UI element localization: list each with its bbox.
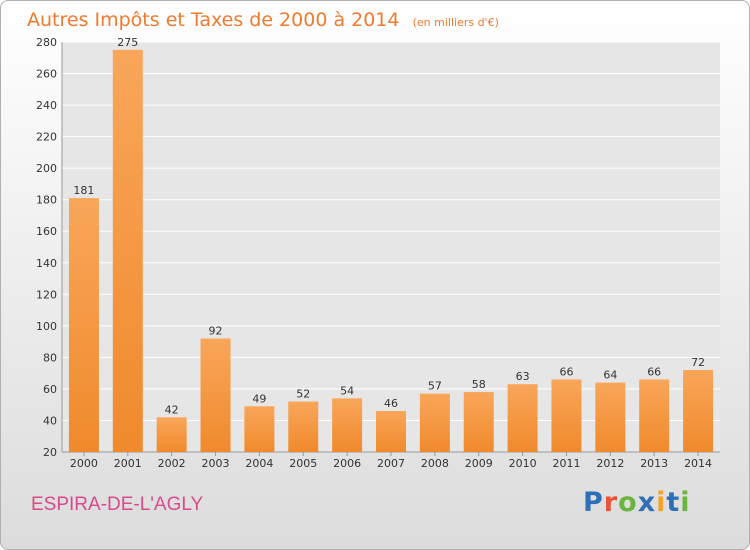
bar-value-label: 54 (340, 384, 354, 397)
x-tick-label: 2014 (684, 457, 712, 470)
bar-2011 (551, 379, 582, 452)
bar-2000 (68, 198, 99, 452)
x-tick-label: 2007 (377, 457, 405, 470)
bar-2014 (683, 370, 714, 452)
bar-value-label: 49 (252, 392, 266, 405)
logo-letter-5: t (666, 487, 681, 518)
y-tick-label: 280 (36, 36, 57, 49)
bar-value-label: 57 (428, 380, 442, 393)
bar-2013 (639, 379, 670, 452)
x-tick-label: 2004 (245, 457, 273, 470)
bar-2004 (244, 406, 275, 452)
y-tick-label: 40 (43, 414, 57, 427)
x-tick-label: 2005 (289, 457, 317, 470)
bar-value-label: 46 (384, 397, 398, 410)
y-tick-label: 100 (36, 320, 57, 333)
bar-value-label: 64 (603, 369, 617, 382)
x-tick-label: 2012 (596, 457, 624, 470)
bar-2008 (419, 393, 450, 452)
bar-2009 (463, 392, 494, 452)
y-tick-label: 260 (36, 68, 57, 81)
logo-letter-4: i (656, 487, 667, 518)
bar-2003 (200, 338, 231, 452)
x-tick-label: 2000 (70, 457, 98, 470)
x-tick-label: 2006 (333, 457, 361, 470)
y-tick-label: 80 (43, 351, 57, 364)
bar-2005 (288, 401, 319, 452)
y-tick-label: 180 (36, 194, 57, 207)
bar-value-label: 72 (691, 356, 705, 369)
y-tick-label: 160 (36, 225, 57, 238)
bar-value-label: 52 (296, 388, 310, 401)
logo-letter-6: i (680, 487, 691, 518)
y-tick-label: 220 (36, 131, 57, 144)
bar-value-label: 58 (472, 378, 486, 391)
bar-value-label: 42 (165, 403, 179, 416)
x-tick-label: 2001 (114, 457, 142, 470)
y-tick-label: 140 (36, 257, 57, 270)
x-tick-label: 2003 (202, 457, 230, 470)
bar-2001 (112, 49, 143, 453)
y-tick-label: 20 (43, 446, 57, 459)
bar-2002 (156, 417, 187, 452)
bar-value-label: 66 (559, 365, 573, 378)
bar-2006 (332, 398, 363, 452)
x-tick-label: 2011 (552, 457, 580, 470)
bar-2012 (595, 382, 626, 452)
chart-title-block: Autres Impôts et Taxes de 2000 à 2014 (e… (27, 9, 499, 31)
y-tick-label: 120 (36, 288, 57, 301)
bar-value-label: 63 (516, 370, 530, 383)
bar-value-label: 275 (117, 36, 138, 49)
logo-letter-3: x (637, 487, 657, 518)
bar-value-label: 92 (209, 324, 223, 337)
x-tick-label: 2010 (509, 457, 537, 470)
y-tick-label: 200 (36, 162, 57, 175)
town-name: ESPIRA-DE-L'AGLY (31, 494, 204, 515)
logo-letter-0: P (583, 487, 604, 518)
x-tick-label: 2002 (158, 457, 186, 470)
x-tick-label: 2008 (421, 457, 449, 470)
bar-value-label: 66 (647, 365, 661, 378)
chart-title: Autres Impôts et Taxes de 2000 à 2014 (27, 9, 400, 31)
y-tick-label: 60 (43, 383, 57, 396)
x-tick-label: 2013 (640, 457, 668, 470)
bar-2007 (376, 411, 406, 452)
logo-letter-1: r (603, 487, 619, 518)
proxiti-logo: Proxiti (583, 487, 691, 518)
y-tick-label: 240 (36, 99, 57, 112)
logo-letter-2: o (618, 487, 638, 518)
bar-2010 (507, 384, 538, 452)
chart-subtitle: (en milliers d'€) (412, 16, 499, 29)
bar-value-label: 181 (73, 184, 94, 197)
x-tick-label: 2009 (465, 457, 493, 470)
